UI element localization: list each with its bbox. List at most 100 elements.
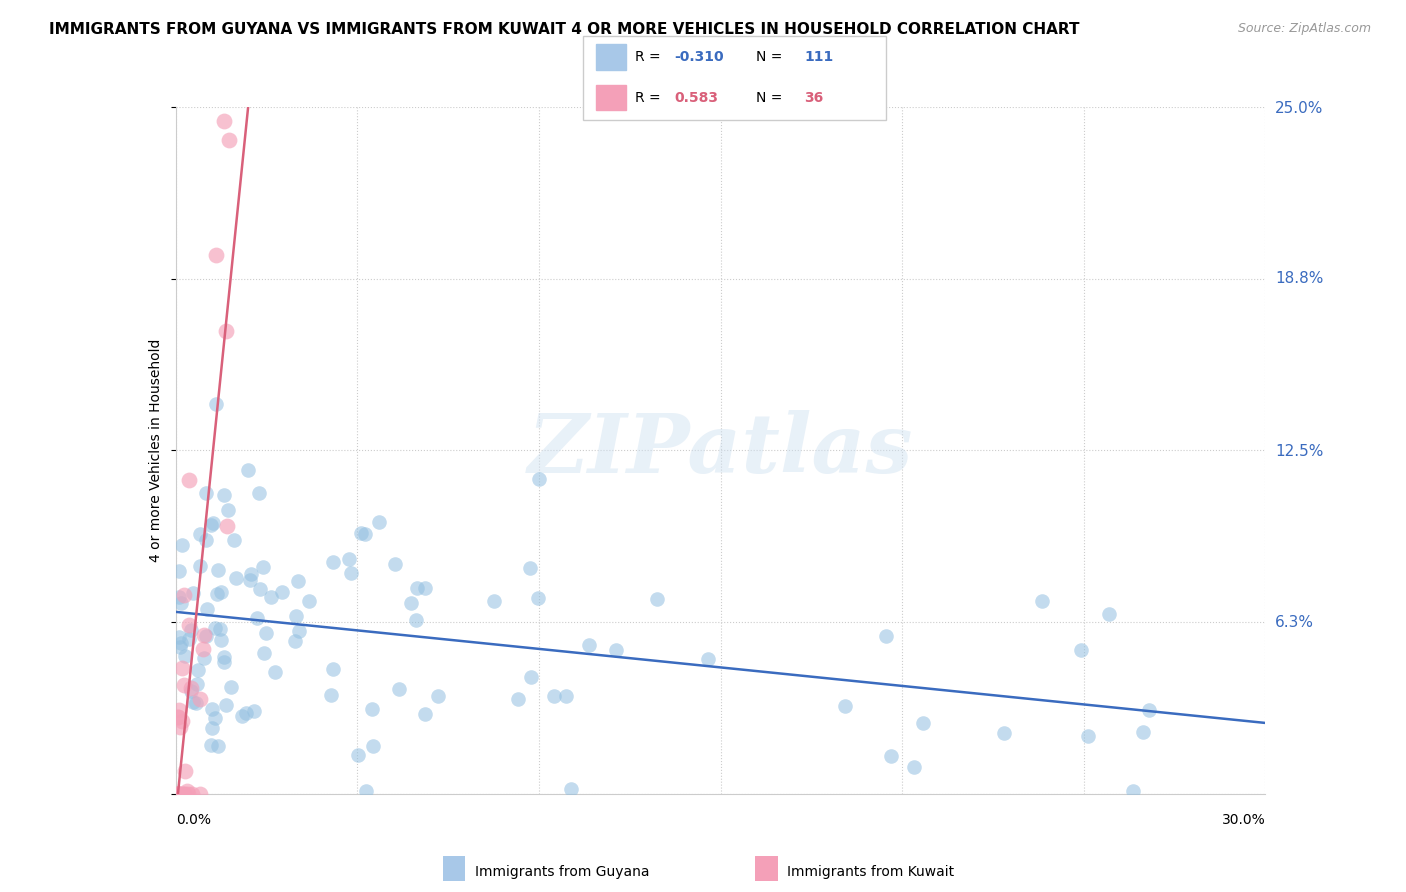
Point (253, 646, 276, 660)
Point (235, 706, 257, 720)
Point (696, 652, 718, 666)
Point (204, 621, 226, 635)
Point (578, 638, 600, 652)
Point (180, 623, 202, 637)
Point (169, 564, 191, 578)
Point (188, 559, 211, 574)
Text: 30.0%: 30.0% (1222, 814, 1265, 828)
Text: IMMIGRANTS FROM GUYANA VS IMMIGRANTS FROM KUWAIT 4 OR MORE VEHICLES IN HOUSEHOLD: IMMIGRANTS FROM GUYANA VS IMMIGRANTS FRO… (49, 22, 1080, 37)
Point (181, 585, 204, 599)
Point (520, 670, 543, 684)
Y-axis label: 4 or more Vehicles in Household: 4 or more Vehicles in Household (149, 339, 163, 562)
Point (174, 648, 197, 663)
Point (252, 560, 274, 574)
Point (212, 655, 235, 669)
Point (236, 463, 259, 477)
Point (249, 582, 271, 597)
Point (880, 748, 903, 763)
Point (170, 596, 193, 610)
Point (188, 692, 211, 706)
Point (172, 538, 194, 552)
Point (526, 591, 548, 605)
Text: 0.0%: 0.0% (176, 814, 211, 828)
Point (169, 636, 191, 650)
Point (167, 787, 190, 801)
Point (205, 397, 228, 411)
Point (195, 629, 218, 643)
Point (368, 515, 391, 529)
Point (190, 787, 212, 801)
Point (354, 526, 377, 541)
Text: Immigrants from Guyana: Immigrants from Guyana (475, 865, 650, 880)
Point (201, 721, 224, 735)
Point (349, 526, 371, 541)
Point (215, 324, 238, 338)
Point (993, 726, 1015, 740)
Point (181, 695, 204, 709)
Point (256, 626, 278, 640)
Point (190, 527, 212, 541)
Point (217, 502, 239, 516)
Point (193, 651, 215, 665)
Point (284, 634, 307, 648)
Point (207, 739, 229, 753)
Point (200, 517, 222, 532)
Point (177, 632, 200, 647)
Point (169, 640, 191, 655)
Point (170, 787, 193, 801)
Point (181, 787, 204, 801)
Point (166, 787, 188, 801)
Point (405, 581, 427, 595)
Point (167, 787, 190, 801)
Point (319, 689, 342, 703)
Point (209, 585, 232, 599)
Point (260, 591, 283, 605)
Point (180, 684, 202, 698)
Point (834, 699, 856, 714)
Point (170, 660, 193, 674)
Point (169, 787, 191, 801)
Bar (596, 85, 626, 111)
Text: R =: R = (636, 50, 661, 64)
Point (169, 591, 191, 605)
Point (560, 782, 582, 797)
Point (242, 704, 264, 718)
Text: 36: 36 (804, 91, 824, 104)
Point (1070, 642, 1092, 657)
Point (288, 624, 311, 638)
Point (239, 567, 262, 582)
Point (1031, 594, 1053, 608)
Point (173, 678, 195, 692)
Point (231, 708, 253, 723)
Point (205, 248, 228, 262)
Point (1098, 607, 1121, 621)
Point (1137, 703, 1160, 717)
Point (193, 628, 215, 642)
Point (208, 623, 231, 637)
Text: -0.310: -0.310 (675, 50, 724, 64)
Point (176, 784, 198, 798)
Point (215, 698, 238, 712)
Point (911, 716, 934, 731)
Text: Source: ZipAtlas.com: Source: ZipAtlas.com (1237, 22, 1371, 36)
Point (285, 608, 308, 623)
Point (384, 557, 406, 571)
Point (201, 702, 224, 716)
Point (427, 689, 450, 703)
Point (173, 787, 195, 801)
Point (1132, 725, 1154, 739)
Point (337, 552, 360, 566)
Point (413, 706, 436, 721)
Point (527, 472, 550, 486)
Point (186, 677, 208, 691)
Text: N =: N = (756, 91, 782, 104)
Text: 0.583: 0.583 (675, 91, 718, 104)
Point (543, 689, 565, 703)
Point (1077, 729, 1099, 743)
Point (214, 488, 236, 502)
Point (204, 710, 226, 724)
Point (555, 690, 578, 704)
Point (339, 566, 361, 580)
Point (1121, 784, 1143, 798)
Point (405, 613, 427, 627)
